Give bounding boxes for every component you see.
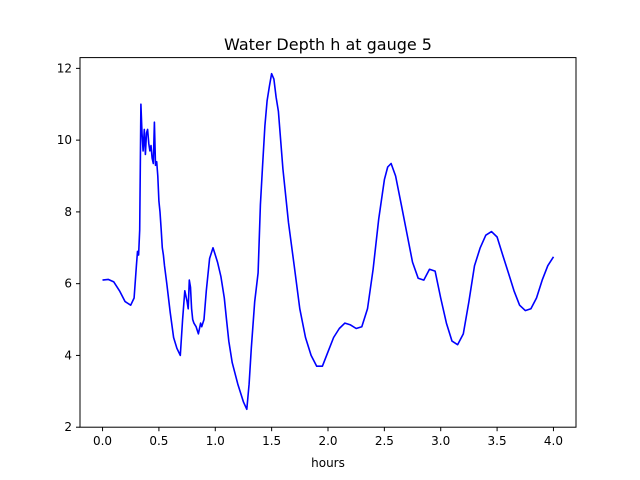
y-tick-label: 8 — [64, 205, 72, 219]
x-tick-label: 3.5 — [488, 434, 507, 448]
x-tick-label: 0.5 — [149, 434, 168, 448]
y-tick-label: 2 — [64, 420, 72, 434]
x-axis-label: hours — [311, 456, 345, 470]
x-tick-label: 4.0 — [544, 434, 563, 448]
plot-frame — [79, 57, 577, 428]
x-tick-label: 1.5 — [262, 434, 281, 448]
x-tick-label: 3.0 — [431, 434, 450, 448]
y-tick-label: 12 — [57, 61, 72, 75]
y-axis: 2 4 6 8 10 12 — [57, 61, 80, 434]
x-tick-label: 2.0 — [318, 434, 337, 448]
y-tick-label: 6 — [64, 277, 72, 291]
x-axis: 0.0 0.5 1.0 1.5 2.0 2.5 3.0 3.5 4.0 — [93, 427, 563, 448]
x-tick-label: 0.0 — [93, 434, 112, 448]
x-tick-label: 1.0 — [206, 434, 225, 448]
y-tick-label: 4 — [64, 348, 72, 362]
series-line — [102, 72, 555, 411]
plot-area — [102, 72, 555, 411]
chart-title: Water Depth h at gauge 5 — [224, 35, 432, 54]
y-tick-label: 10 — [57, 133, 72, 147]
x-tick-label: 2.5 — [375, 434, 394, 448]
